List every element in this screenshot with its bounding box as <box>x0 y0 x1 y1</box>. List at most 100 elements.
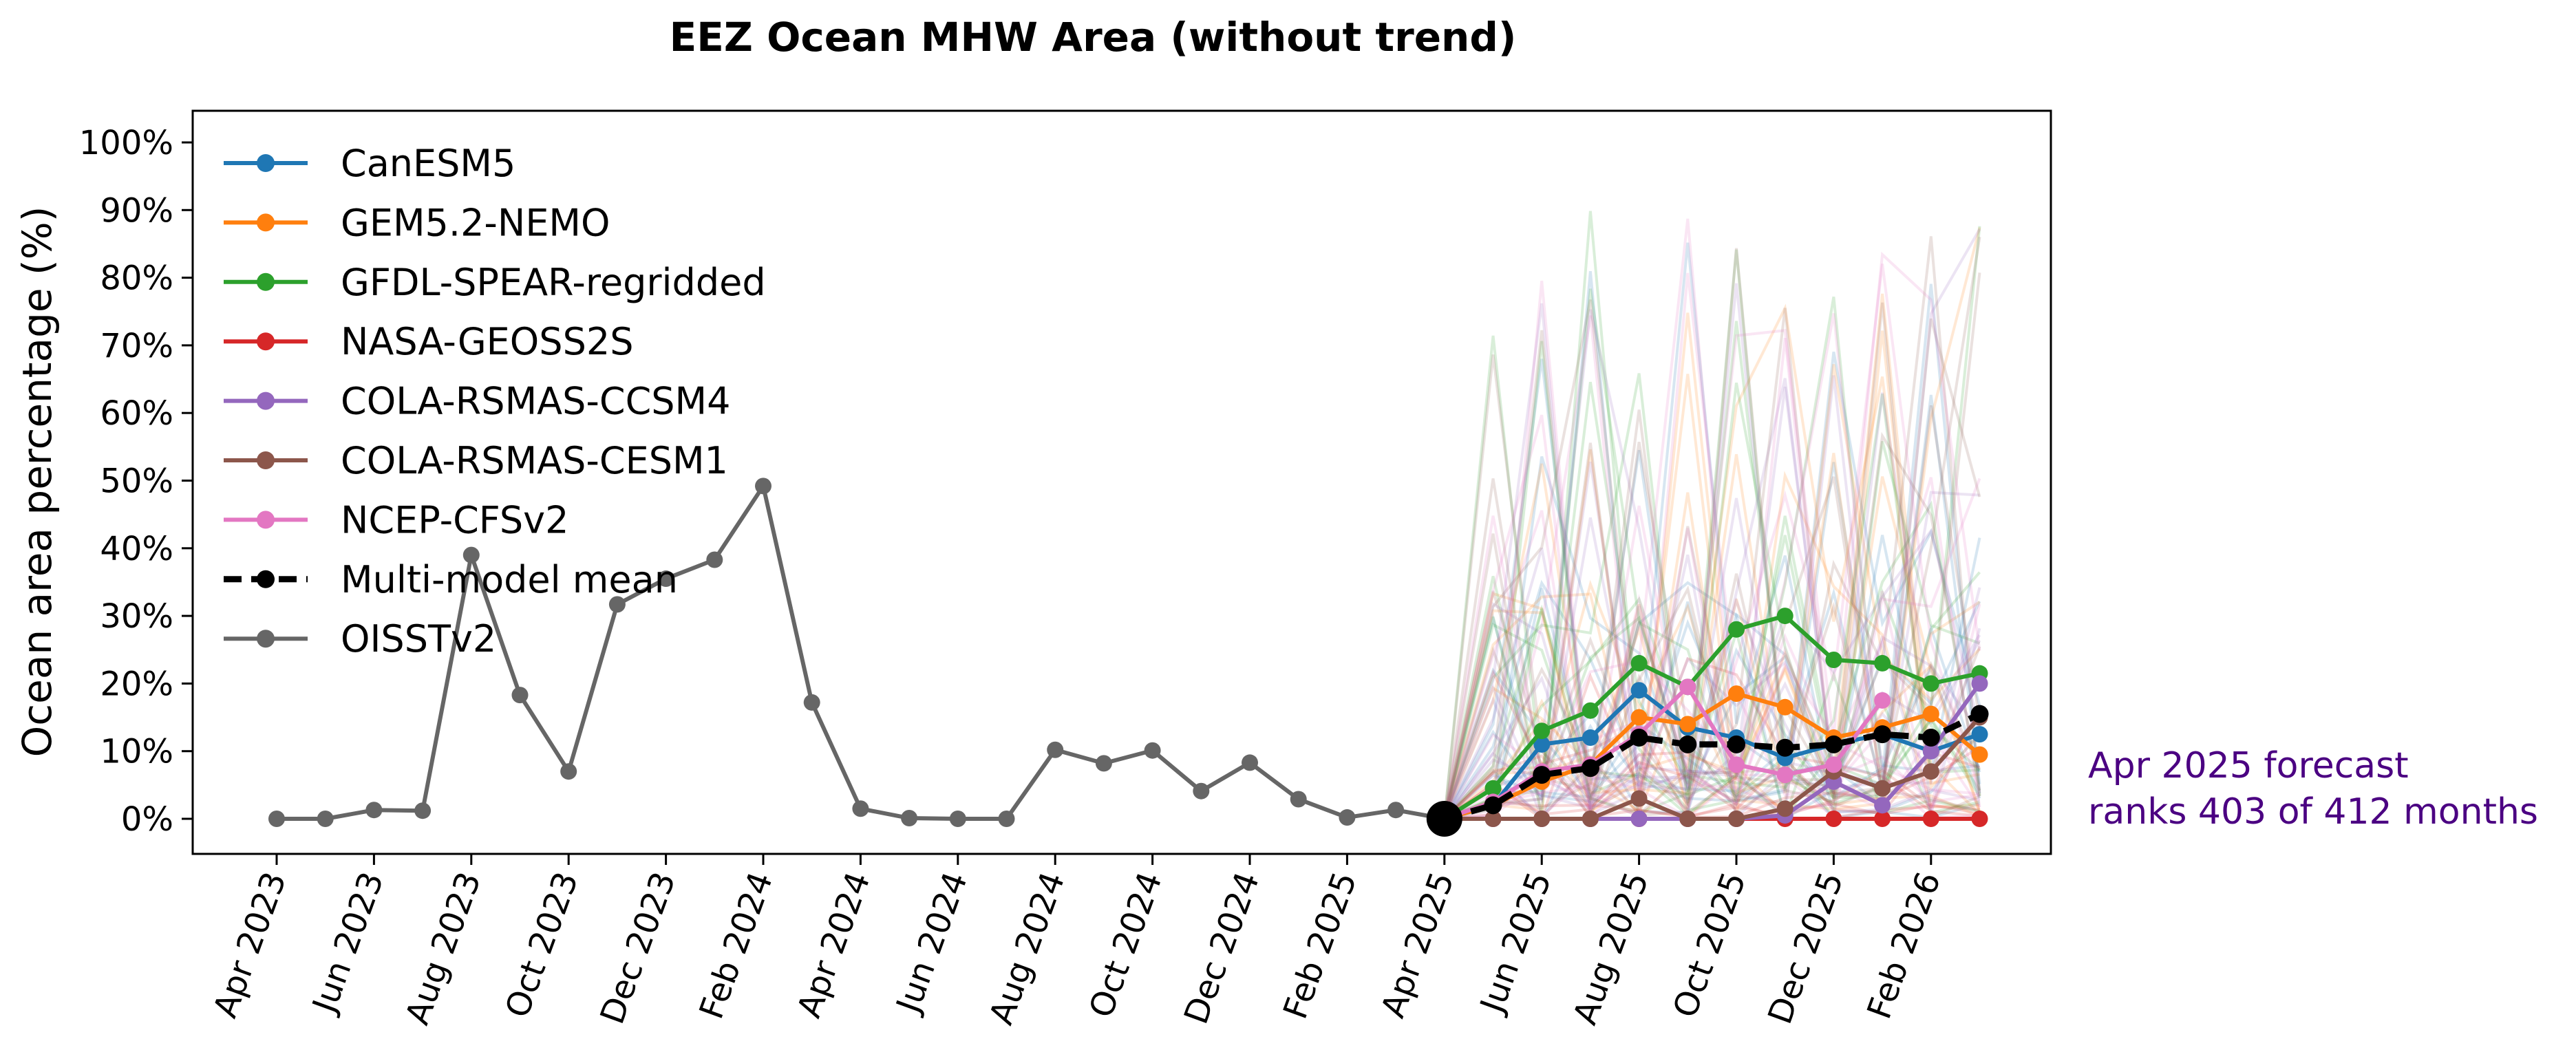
ensemble-member-line <box>1443 373 1981 819</box>
ncep-cfsv2-line <box>1443 685 1884 821</box>
ensemble-member-line <box>1443 299 1981 819</box>
ensemble-member-line <box>1444 590 1981 820</box>
cola-rsmas-ccsm4-point <box>1874 797 1891 814</box>
oisstv2-point <box>414 802 432 819</box>
multi-model-mean-point <box>1630 729 1648 747</box>
oisstv2-point <box>1387 802 1405 819</box>
multi-model-mean-point <box>1533 766 1551 784</box>
y-tick-label: 0% <box>121 800 173 839</box>
gem5-2-nemo-line <box>1443 692 1981 821</box>
x-tick-label: Oct 2025 <box>1665 867 1754 1022</box>
ensemble-member-line <box>1444 280 1980 820</box>
gfdl-spear-regridded-point <box>1922 675 1939 692</box>
ensemble-member-line <box>1444 321 1981 820</box>
oisstv2-point <box>560 763 577 780</box>
ensemble-member-line <box>1443 264 1981 822</box>
legend-marker <box>257 332 275 351</box>
ensemble-member-line <box>1443 302 1981 820</box>
canesm5-point <box>1630 682 1648 699</box>
multi-model-mean-point <box>1776 738 1794 757</box>
cola-rsmas-cesm1-point <box>1679 811 1696 827</box>
y-tick-label: 60% <box>100 394 173 433</box>
cola-rsmas-cesm1-point <box>1922 763 1939 780</box>
cola-rsmas-ccsm4-point <box>1630 811 1648 827</box>
ensemble-member-line <box>1443 751 1980 820</box>
multi-model-mean-point <box>1824 735 1843 753</box>
legend-marker <box>257 272 275 291</box>
x-tick-label: Apr 2024 <box>790 867 878 1022</box>
ensemble-member-line <box>1443 535 1980 820</box>
y-tick-label: 10% <box>100 733 173 771</box>
legend-marker <box>257 392 275 410</box>
cola-rsmas-cesm1-point <box>1484 811 1502 827</box>
ensemble-member-line <box>1443 283 1981 820</box>
ensemble-member-line <box>1443 440 1981 821</box>
oisstv2-point <box>803 694 820 711</box>
ensemble-member-line <box>1443 497 1981 820</box>
oisstv2-point <box>657 570 674 588</box>
gem5-2-nemo-point <box>1922 705 1939 722</box>
ensemble-member-line <box>1444 608 1980 823</box>
x-tick-label: Aug 2025 <box>1566 867 1657 1029</box>
x-tick-label: Aug 2023 <box>398 867 489 1029</box>
ensemble-member-line <box>1443 500 1981 821</box>
legend-label: GEM5.2-NEMO <box>341 201 610 244</box>
y-tick-label: 100% <box>79 124 173 162</box>
ensemble-member-line <box>1443 249 1981 819</box>
gem5-2-nemo-point <box>1679 716 1696 733</box>
x-tick-label: Feb 2025 <box>1276 867 1365 1024</box>
x-tick-label: Aug 2024 <box>982 867 1073 1029</box>
oisstv2-point <box>1339 809 1356 826</box>
y-axis-label: Ocean area percentage (%) <box>14 206 61 758</box>
oisstv2-point <box>1193 782 1210 800</box>
canesm5-point <box>1971 726 1988 743</box>
legend-marker <box>257 451 275 469</box>
legend-label: OISSTv2 <box>341 617 496 661</box>
oisstv2-point <box>608 596 626 613</box>
forecast-rank-line-2: ranks 403 of 412 months <box>2088 791 2538 833</box>
x-tick-label: Jun 2023 <box>304 867 391 1020</box>
gem5-2-nemo-point <box>1971 746 1988 763</box>
ensemble-member-line <box>1444 251 1981 820</box>
ensemble-member-line <box>1444 308 1981 820</box>
ensemble-member-line <box>1443 337 1980 819</box>
multi-model-mean-line <box>1443 711 1981 822</box>
oisstv2-point <box>755 478 771 495</box>
ensemble-member-line <box>1443 612 1981 819</box>
oisstv2-point <box>462 546 480 564</box>
ensemble-member-line <box>1443 707 1981 820</box>
gem5-2-nemo-point <box>1776 698 1793 716</box>
oisstv2-point <box>1290 791 1307 808</box>
gfdl-spear-regridded-point <box>1630 654 1648 672</box>
ensemble-member-line <box>1444 303 1981 822</box>
gfdl-spear-regridded-point <box>1776 608 1793 625</box>
gfdl-spear-regridded-point <box>1825 651 1842 668</box>
cola-rsmas-cesm1-point <box>1874 780 1891 797</box>
ensemble-member-line <box>1443 330 1980 820</box>
ensemble-member-line <box>1444 283 1981 820</box>
ensemble-member-line <box>1443 527 1981 819</box>
oisstv2-point <box>949 811 966 827</box>
canesm5-point <box>1582 729 1599 747</box>
legend-label: COLA-RSMAS-CCSM4 <box>341 380 731 423</box>
x-tick-label: Apr 2025 <box>1374 867 1462 1022</box>
gfdl-spear-regridded-point <box>1484 780 1502 797</box>
oisstv2-point <box>1095 755 1112 772</box>
legend-label: Multi-model mean <box>341 558 678 601</box>
oisstv2-point <box>317 811 334 827</box>
nasa-geoss2s-point <box>1971 811 1988 827</box>
legend-marker <box>257 630 275 648</box>
multi-model-mean-point <box>1679 735 1697 753</box>
multi-model-mean-point <box>1970 705 1989 723</box>
oisstv2-point <box>365 802 383 819</box>
gfdl-spear-regridded-line <box>1443 614 1981 821</box>
gem5-2-nemo-point <box>1728 685 1745 703</box>
ensemble-member-line <box>1444 769 1980 820</box>
ensemble-member-line <box>1443 237 1981 819</box>
ensemble-member-line <box>1443 312 1981 819</box>
ensemble-member-line <box>1443 666 1980 820</box>
x-tick-label: Jun 2024 <box>888 867 975 1020</box>
oisstv2-point <box>1242 754 1258 771</box>
cola-rsmas-cesm1-point <box>1582 811 1599 827</box>
ncep-cfsv2-point <box>1825 756 1842 773</box>
